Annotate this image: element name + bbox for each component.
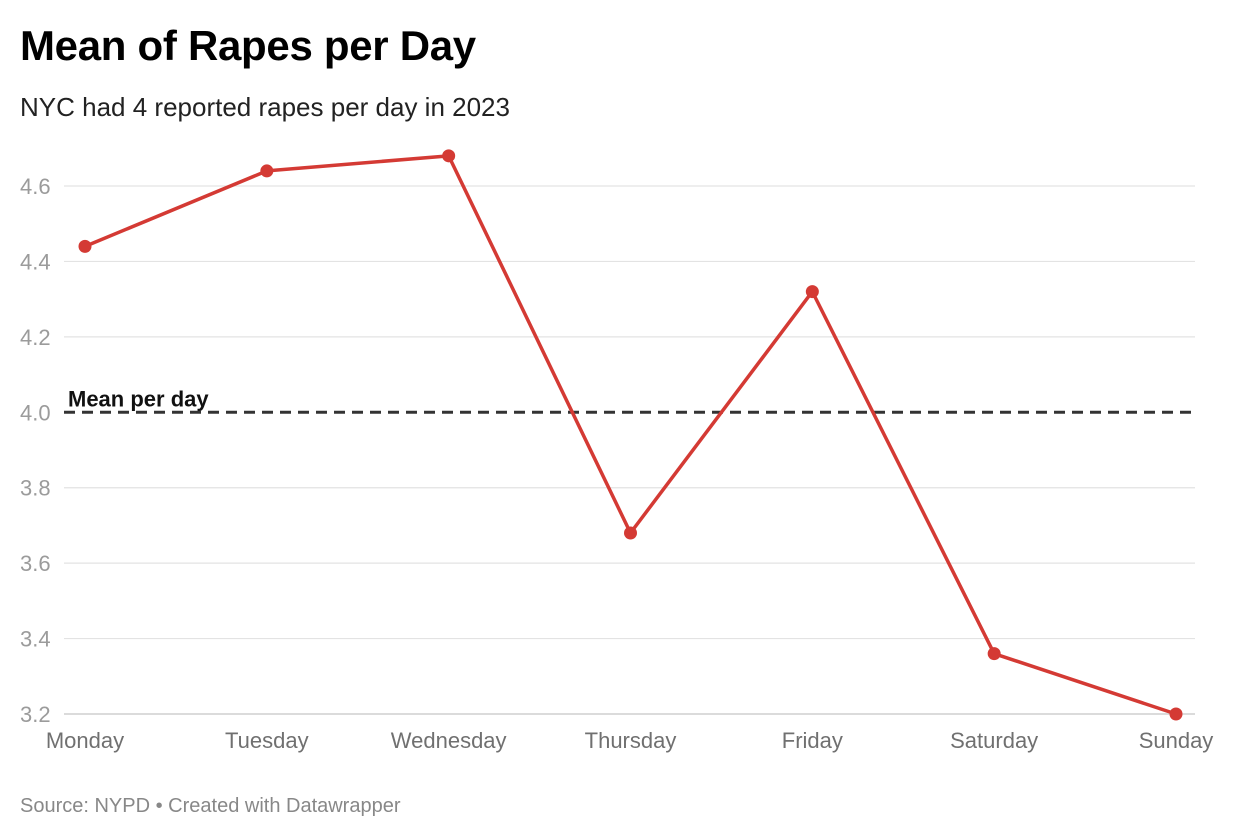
chart-title: Mean of Rapes per Day	[20, 22, 476, 69]
chart-subtitle: NYC had 4 reported rapes per day in 2023	[20, 92, 510, 122]
reference-line-label: Mean per day	[68, 386, 209, 411]
series-line	[83, 154, 1178, 716]
source-note: Source: NYPD • Created with Datawrapper	[20, 795, 401, 817]
data-point-saturday	[987, 647, 1001, 661]
y-tick-label: 3.2	[20, 702, 51, 727]
x-tick-label-tuesday: Tuesday	[225, 728, 309, 753]
x-tick-label-thursday: Thursday	[585, 728, 677, 753]
gridlines	[64, 185, 1195, 715]
reference-line-group: Mean per day	[64, 386, 1195, 414]
y-tick-label: 4.4	[20, 249, 51, 274]
x-tick-label-wednesday: Wednesday	[391, 728, 507, 753]
x-axis-ticks: Monday Tuesday Wednesday Thursday Friday Satu…	[46, 728, 1213, 753]
y-axis-ticks: 3.2 3.4 3.6 3.8 4.0 4.2 4.4 4.6	[20, 174, 51, 727]
data-point-tuesday	[260, 164, 274, 178]
y-tick-label: 4.2	[20, 325, 51, 350]
x-tick-label-sunday: Sunday	[1139, 728, 1214, 753]
data-point-wednesday	[442, 149, 456, 163]
x-tick-label-monday: Monday	[46, 728, 124, 753]
x-tick-label-saturday: Saturday	[950, 728, 1038, 753]
data-point-monday	[78, 239, 92, 253]
y-tick-label: 3.4	[20, 627, 51, 652]
y-tick-label: 4.6	[20, 174, 51, 199]
data-point-thursday	[624, 526, 637, 540]
series-group	[78, 149, 1183, 721]
data-point-friday	[805, 285, 819, 299]
x-tick-label-friday: Friday	[782, 728, 843, 753]
y-tick-label: 4.0	[20, 400, 51, 425]
y-tick-label: 3.8	[20, 476, 51, 501]
data-point-sunday	[1169, 707, 1183, 721]
y-tick-label: 3.6	[20, 551, 51, 576]
